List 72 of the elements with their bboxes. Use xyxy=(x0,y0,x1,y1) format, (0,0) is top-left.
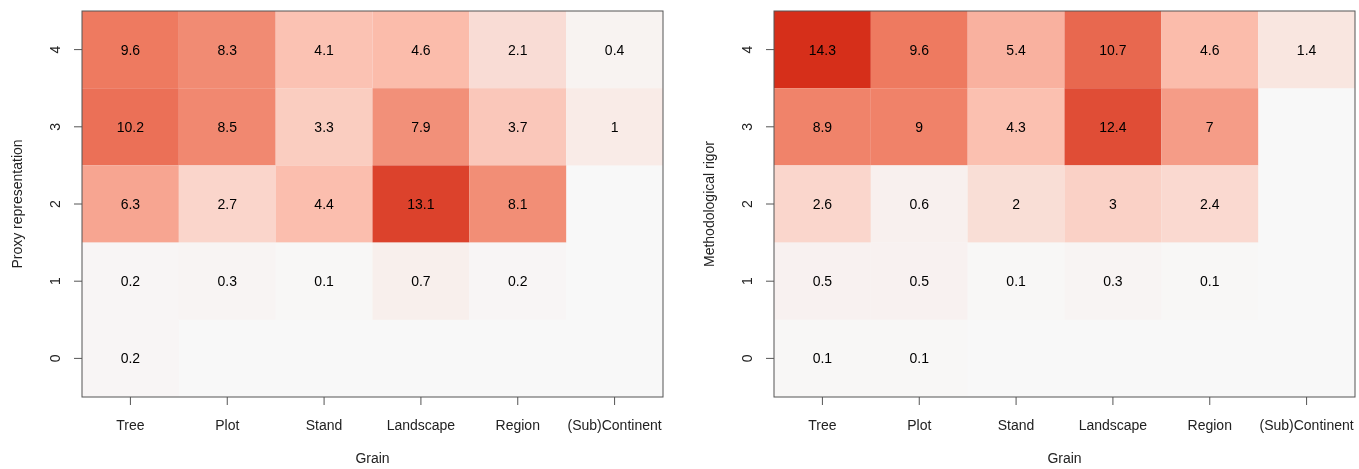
data-label: 14.3 xyxy=(808,41,837,58)
x-tick-label: Landscape xyxy=(1078,417,1148,433)
data-label: 8.1 xyxy=(508,195,528,212)
data-label: 10.2 xyxy=(116,118,145,135)
data-label: 2 xyxy=(1012,195,1021,212)
x-tick-label: Tree xyxy=(116,417,145,433)
data-label: 0.1 xyxy=(812,350,833,367)
data-label: 10.7 xyxy=(1099,41,1127,58)
x-tick-label: Plot xyxy=(907,417,932,433)
data-label: 0.1 xyxy=(314,273,335,290)
y-tick-label: 1 xyxy=(739,277,755,286)
data-label: 13.1 xyxy=(407,195,435,212)
y-tick-label: 3 xyxy=(739,122,755,131)
data-label: 0.3 xyxy=(217,273,238,290)
y-tick-label: 2 xyxy=(47,199,63,208)
data-label: 0.1 xyxy=(1006,273,1027,290)
x-tick-label: Landscape xyxy=(386,417,456,433)
x-tick-label: Region xyxy=(495,417,540,433)
data-label: 3 xyxy=(1109,195,1118,212)
data-label: 3.7 xyxy=(508,118,528,135)
x-tick-label: (Sub)Continent xyxy=(1259,417,1354,433)
data-label: 4.6 xyxy=(1200,41,1220,58)
data-label: 0.3 xyxy=(1103,273,1123,290)
data-label: 0.7 xyxy=(411,273,431,290)
data-label: 0.5 xyxy=(812,273,833,290)
data-label: 0.2 xyxy=(120,273,141,290)
data-label: 0.4 xyxy=(604,41,625,58)
data-label: 9 xyxy=(915,118,924,135)
y-tick-label: 4 xyxy=(739,45,755,54)
data-label: 8.5 xyxy=(217,118,238,135)
data-label: 8.3 xyxy=(217,41,238,58)
data-label: 0.1 xyxy=(909,350,930,367)
x-tick-label: Stand xyxy=(997,417,1035,433)
y-tick-label: 4 xyxy=(47,45,63,54)
data-label: 2.6 xyxy=(812,195,833,212)
data-label: 4.4 xyxy=(314,195,335,212)
data-label: 9.6 xyxy=(120,41,141,58)
data-label: 7 xyxy=(1205,118,1214,135)
data-label: 1.4 xyxy=(1296,41,1317,58)
data-label: 7.9 xyxy=(411,118,431,135)
data-label: 4.1 xyxy=(314,41,335,58)
data-label: 12.4 xyxy=(1099,118,1127,135)
data-label: 9.6 xyxy=(909,41,930,58)
data-label: 8.9 xyxy=(812,118,833,135)
x-tick-label: (Sub)Continent xyxy=(567,417,662,433)
data-label: 2.1 xyxy=(508,41,528,58)
y-tick-label: 2 xyxy=(739,199,755,208)
x-tick-label: Tree xyxy=(808,417,837,433)
x-axis-title: Grain xyxy=(1047,450,1082,466)
data-label: 0.2 xyxy=(508,273,528,290)
y-tick-label: 0 xyxy=(47,354,63,363)
data-label: 1 xyxy=(610,118,619,135)
x-tick-label: Stand xyxy=(305,417,343,433)
data-label: 4.6 xyxy=(411,41,431,58)
x-tick-label: Region xyxy=(1187,417,1232,433)
data-label: 0.5 xyxy=(909,273,930,290)
data-label: 6.3 xyxy=(120,195,141,212)
y-axis-title: Proxy representation xyxy=(9,139,25,269)
data-label: 2.7 xyxy=(217,195,238,212)
y-tick-label: 3 xyxy=(47,122,63,131)
data-label: 2.4 xyxy=(1200,195,1220,212)
data-label: 5.4 xyxy=(1006,41,1027,58)
x-tick-label: Plot xyxy=(215,417,240,433)
y-tick-label: 0 xyxy=(739,354,755,363)
x-axis-title: Grain xyxy=(355,450,390,466)
y-axis-title: Methodological rigor xyxy=(701,140,717,268)
data-label: 0.2 xyxy=(120,350,141,367)
data-label: 0.1 xyxy=(1200,273,1220,290)
data-label: 3.3 xyxy=(314,118,335,135)
data-label: 4.3 xyxy=(1006,118,1027,135)
data-label: 0.6 xyxy=(909,195,930,212)
y-tick-label: 1 xyxy=(47,277,63,286)
